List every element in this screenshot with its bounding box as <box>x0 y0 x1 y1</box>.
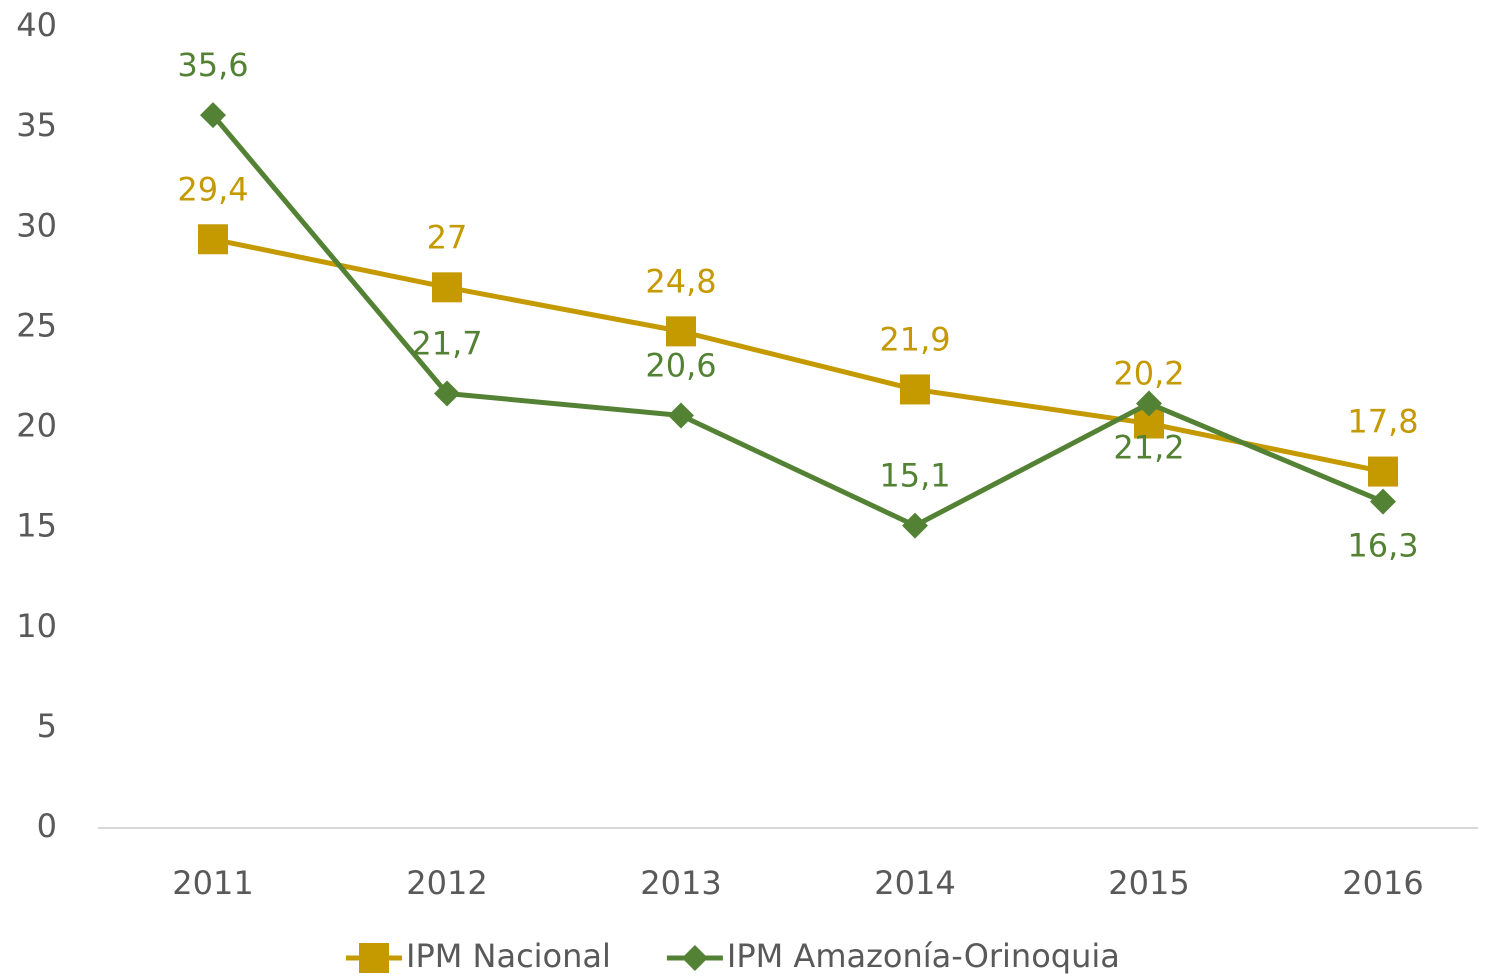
legend-label: IPM Nacional <box>406 937 611 975</box>
marker <box>902 512 928 539</box>
y-tick-label: 5 <box>37 707 57 745</box>
data-label: 29,4 <box>177 170 248 208</box>
y-tick-label: 30 <box>16 206 57 244</box>
marker <box>681 945 708 971</box>
y-tick-label: 20 <box>16 407 57 445</box>
marker <box>1136 390 1162 417</box>
data-label: 17,8 <box>1347 403 1418 441</box>
data-label: 20,6 <box>645 346 716 384</box>
marker <box>668 402 694 429</box>
y-tick-label: 25 <box>16 306 57 344</box>
data-label: 15,1 <box>879 457 950 495</box>
x-tick-label: 2016 <box>1342 864 1423 902</box>
data-label: 16,3 <box>1347 527 1418 565</box>
series-line <box>212 236 1384 475</box>
y-tick-label: 0 <box>37 807 57 845</box>
marker <box>1368 456 1398 487</box>
y-tick-label: 10 <box>16 607 57 645</box>
data-label: 21,2 <box>1113 428 1184 466</box>
y-tick-label: 35 <box>16 106 57 144</box>
marker <box>200 102 226 129</box>
data-label: 35,6 <box>177 46 248 84</box>
marker <box>666 316 696 347</box>
x-tick-label: 2011 <box>172 864 253 902</box>
data-label: 20,2 <box>1113 354 1184 392</box>
data-label: 27 <box>427 218 468 256</box>
x-tick-label: 2013 <box>640 864 721 902</box>
y-tick-label: 15 <box>16 507 57 545</box>
data-label: 21,7 <box>411 324 482 362</box>
data-label: 24,8 <box>645 262 716 300</box>
data-label: 21,9 <box>879 320 950 358</box>
series-line <box>211 113 1384 529</box>
marker <box>434 380 460 407</box>
marker <box>432 272 462 303</box>
marker <box>1370 488 1396 515</box>
marker <box>198 224 228 255</box>
legend-label: IPM Amazonía-Orinoquia <box>727 937 1120 975</box>
marker <box>359 943 389 973</box>
x-tick-label: 2015 <box>1108 864 1189 902</box>
x-tick-label: 2014 <box>874 864 955 902</box>
y-tick-label: 40 <box>16 6 57 44</box>
marker <box>900 374 930 405</box>
x-tick-label: 2012 <box>406 864 487 902</box>
